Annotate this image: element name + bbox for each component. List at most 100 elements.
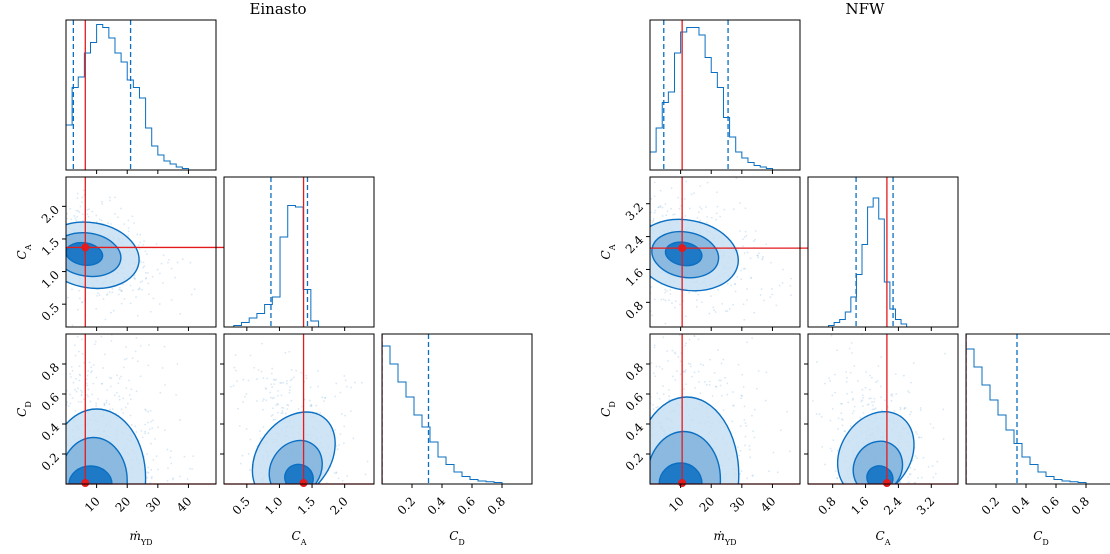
panel-m-m	[649, 19, 801, 174]
panel-frame	[223, 333, 375, 485]
scatter-point	[739, 425, 742, 428]
scatter-point	[936, 460, 939, 463]
scatter-point	[656, 392, 659, 395]
scatter-point	[743, 267, 746, 270]
x-tick-label: 1.0	[262, 494, 285, 517]
scatter-point	[152, 458, 155, 461]
scatter-point	[662, 332, 664, 334]
scatter-point	[284, 412, 287, 415]
scatter-point	[150, 477, 153, 480]
panel-frame	[807, 333, 959, 485]
scatter-point	[286, 380, 288, 382]
scatter-point	[673, 213, 676, 216]
scatter-point	[319, 411, 321, 414]
scatter-point	[741, 394, 743, 397]
scatter-point	[264, 387, 267, 390]
scatter-point	[715, 191, 718, 194]
scatter-point	[179, 419, 181, 421]
scatter-point	[151, 275, 154, 278]
scatter-point	[859, 416, 862, 419]
scatter-point	[335, 472, 338, 474]
panel-frame	[65, 176, 217, 328]
scatter-point	[653, 344, 656, 347]
scatter-point	[123, 298, 126, 300]
scatter-point	[262, 377, 265, 380]
y-tick-label: 0.4	[623, 420, 647, 444]
scatter-point	[72, 381, 75, 384]
x-tick-label: 0.8	[815, 494, 838, 517]
scatter-point	[881, 307, 883, 309]
scatter-point	[87, 388, 90, 391]
scatter-point	[93, 343, 96, 346]
scatter-point	[851, 391, 853, 394]
scatter-point	[688, 291, 691, 294]
scatter-point	[104, 318, 107, 321]
scatter-point	[137, 244, 140, 247]
scatter-point	[862, 394, 864, 397]
scatter-point	[115, 391, 118, 394]
scatter-point	[290, 399, 293, 402]
scatter-point	[125, 346, 127, 349]
scatter-point	[697, 211, 700, 214]
scatter-point	[723, 208, 726, 211]
scatter-point	[270, 372, 273, 375]
scatter-point	[135, 390, 138, 393]
scatter-point	[132, 276, 135, 279]
scatter-point	[147, 271, 149, 274]
scatter-point	[118, 377, 121, 380]
scatter-point	[741, 373, 744, 376]
scatter-point	[96, 294, 99, 297]
scatter-point	[179, 475, 182, 478]
scatter-point	[81, 391, 83, 393]
scatter-point	[148, 344, 150, 346]
panel-ca-ca	[807, 176, 959, 331]
scatter-point	[665, 214, 668, 217]
scatter-point	[135, 431, 138, 433]
scatter-point	[660, 298, 663, 301]
scatter-point	[262, 400, 264, 402]
scatter-point	[81, 201, 83, 204]
scatter-point	[361, 381, 363, 384]
x-axis-label-ca: CA	[876, 529, 891, 547]
scatter-point	[117, 382, 120, 385]
histogram-m	[650, 27, 773, 170]
scatter-point	[309, 386, 312, 389]
scatter-point	[150, 475, 153, 478]
scatter-point	[874, 407, 877, 410]
scatter-point	[237, 407, 239, 410]
scatter-point	[684, 215, 687, 217]
scatter-point	[288, 350, 291, 353]
scatter-point	[942, 408, 945, 411]
scatter-point	[845, 380, 848, 383]
x-tick-label: 0.8	[1069, 494, 1092, 517]
scatter-point	[75, 377, 77, 380]
scatter-point	[910, 410, 912, 413]
scatter-point	[744, 207, 747, 210]
scatter-point	[754, 238, 756, 241]
scatter-point	[849, 425, 852, 428]
scatter-point	[920, 436, 923, 439]
scatter-point	[269, 396, 272, 399]
scatter-point	[832, 439, 835, 442]
scatter-point	[929, 423, 932, 425]
scatter-point	[146, 253, 148, 255]
scatter-point	[666, 359, 669, 362]
scatter-point	[695, 305, 698, 308]
histogram-cd	[966, 348, 1087, 484]
scatter-point	[87, 215, 90, 218]
scatter-point	[190, 293, 193, 296]
scatter-point	[726, 393, 729, 396]
scatter-point	[655, 406, 658, 409]
scatter-point	[161, 367, 164, 369]
scatter-point	[843, 430, 846, 432]
scatter-point	[125, 357, 128, 360]
scatter-point	[818, 413, 821, 416]
scatter-point	[277, 390, 279, 392]
scatter-point	[816, 361, 818, 363]
scatter-point	[310, 405, 313, 408]
scatter-point	[679, 360, 682, 363]
scatter-point	[103, 403, 106, 406]
scatter-point	[866, 404, 869, 406]
scatter-point	[912, 362, 915, 365]
scatter-point	[895, 393, 898, 395]
